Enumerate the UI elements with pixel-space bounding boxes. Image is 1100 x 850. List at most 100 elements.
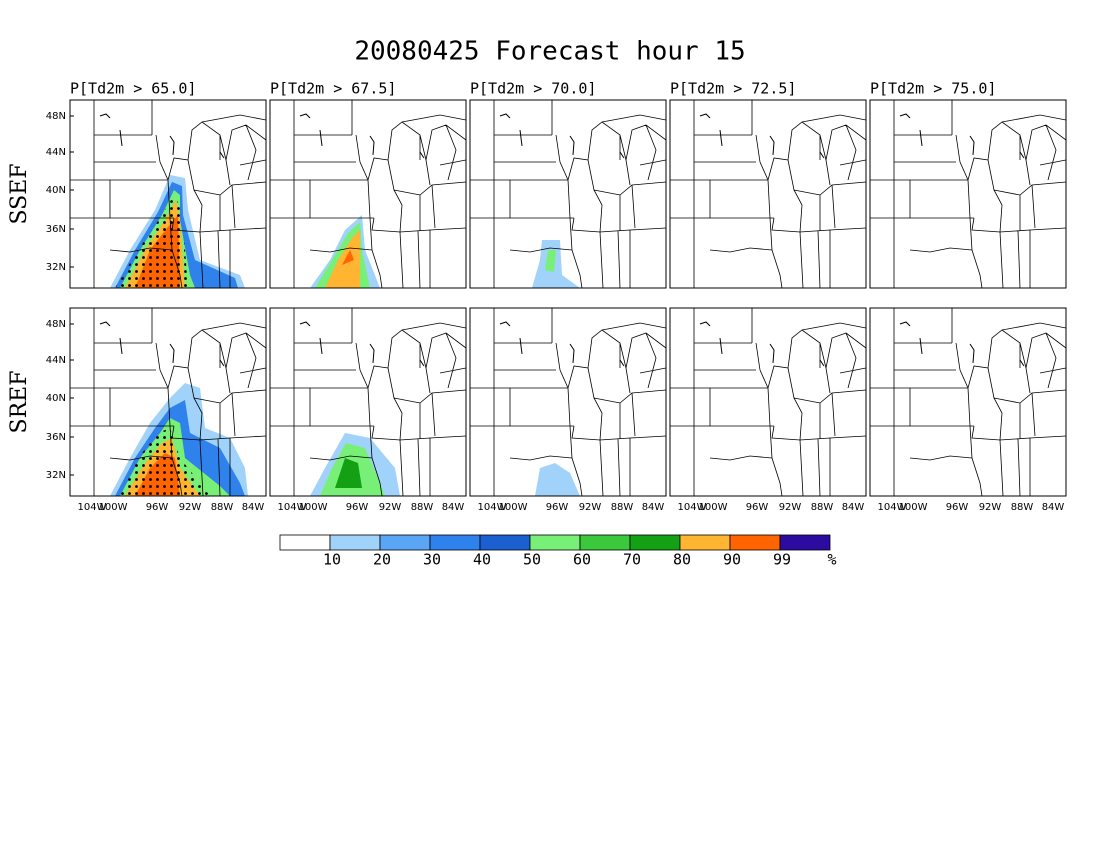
lon-label: 84W [242, 502, 265, 513]
lon-label: 100W [899, 502, 928, 513]
map-panel: P[Td2m > 70.0] [469, 80, 667, 289]
map-panel: P[Td2m > 72.5] [669, 80, 867, 289]
map-panel: P[Td2m > 65.0] 48N 44N 40N 36N 32N [46, 80, 267, 289]
colorbar-box [629, 534, 681, 551]
lat-label: 36N [46, 224, 66, 235]
colorbar-label: 50 [523, 551, 541, 569]
panel-title: P[Td2m > 67.5] [270, 80, 396, 98]
lon-label: 104W [278, 502, 307, 513]
colorbar-box [379, 534, 431, 551]
lon-label: 96W [946, 502, 969, 513]
figure-title: 20080425 Forecast hour 15 [354, 37, 745, 67]
panel-frame [469, 99, 667, 289]
panel-title: P[Td2m > 65.0] [70, 80, 196, 98]
lon-label: 88W [611, 502, 634, 513]
lon-label: 88W [1011, 502, 1034, 513]
panel-title: P[Td2m > 72.5] [670, 80, 796, 98]
lat-label: 48N [46, 319, 66, 330]
lon-label: 88W [411, 502, 434, 513]
panel-content [470, 100, 666, 288]
colorbar-label: % [827, 551, 836, 569]
stippling [120, 428, 210, 496]
lon-label: 84W [842, 502, 865, 513]
colorbar-box [729, 534, 781, 551]
colorbar-box [679, 534, 731, 551]
lat-label: 48N [46, 111, 66, 122]
panel-content [870, 100, 1066, 288]
lon-label: 100W [99, 502, 128, 513]
lon-label: 96W [746, 502, 769, 513]
lon-label: 84W [1042, 502, 1065, 513]
panels: P[Td2m > 65.0] 48N 44N 40N 36N 32N 48N 44N 40N 36… [46, 80, 1067, 513]
lon-label: 92W [179, 502, 202, 513]
colorbar-label: 70 [623, 551, 641, 569]
colorbar-box [329, 534, 381, 551]
lon-label: 88W [211, 502, 234, 513]
colorbar-box [429, 534, 481, 551]
colorbar-label: 80 [673, 551, 691, 569]
panel-content [670, 308, 866, 496]
probability-shading [535, 463, 580, 496]
panel-frame [869, 307, 1067, 497]
state-outlines [870, 308, 1066, 496]
lon-label: 104W [78, 502, 107, 513]
lon-label: 100W [499, 502, 528, 513]
lon-label: 104W [678, 502, 707, 513]
lat-label: 40N [46, 393, 66, 404]
colorbar-label: 20 [373, 551, 391, 569]
lon-label: 92W [779, 502, 802, 513]
colorbar-label: 90 [723, 551, 741, 569]
panel-frame [69, 99, 267, 289]
probability-shading [335, 458, 362, 488]
row-label: SREF [7, 371, 32, 434]
lon-label: 96W [346, 502, 369, 513]
lat-label: 32N [46, 470, 66, 481]
state-outlines [670, 100, 866, 288]
lon-label: 104W [878, 502, 907, 513]
panel-content [670, 100, 866, 288]
colorbar-box [479, 534, 531, 551]
lon-label: 96W [146, 502, 169, 513]
panel-frame [669, 99, 867, 289]
state-outlines [470, 100, 666, 288]
lon-label: 100W [699, 502, 728, 513]
row-label: SSEF [7, 163, 32, 224]
lon-label: 88W [811, 502, 834, 513]
panel-frame [69, 307, 267, 497]
colorbar-label: 60 [573, 551, 591, 569]
probability-shading [545, 250, 556, 272]
probability-shading [342, 250, 354, 265]
panel-frame [869, 99, 1067, 289]
panel-content [870, 308, 1066, 496]
stippling [115, 195, 188, 288]
panel-content [70, 308, 266, 496]
colorbar-label: 99 [773, 551, 791, 569]
lat-label: 44N [46, 355, 66, 366]
lon-label: 92W [579, 502, 602, 513]
state-outlines [670, 308, 866, 496]
lon-label: 84W [442, 502, 465, 513]
map-panel: P[Td2m > 67.5] [269, 80, 467, 289]
lat-label: 44N [46, 147, 66, 158]
lon-label: 104W [478, 502, 507, 513]
lat-label: 32N [46, 262, 66, 273]
panel-frame [269, 307, 467, 497]
colorbar-label: 30 [423, 551, 441, 569]
map-panel: P[Td2m > 75.0] [869, 80, 1067, 289]
state-outlines [470, 308, 666, 496]
state-outlines [870, 100, 1066, 288]
colorbar-box [779, 534, 831, 551]
colorbar-box [579, 534, 631, 551]
colorbar-box [529, 534, 581, 551]
panel-title: P[Td2m > 70.0] [470, 80, 596, 98]
lon-label: 96W [546, 502, 569, 513]
lon-label: 92W [379, 502, 402, 513]
panel-frame [669, 307, 867, 497]
lat-label: 40N [46, 185, 66, 196]
lon-label: 100W [299, 502, 328, 513]
